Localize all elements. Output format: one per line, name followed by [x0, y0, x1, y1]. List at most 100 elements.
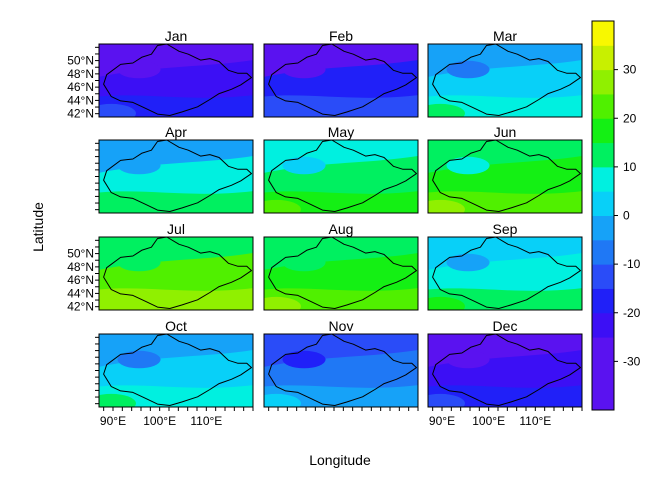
panel-jul: Jul [98, 221, 254, 311]
x-axis-label: Longitude [309, 452, 371, 468]
field-southwest-spot [99, 103, 136, 117]
colorbar-bin [592, 166, 614, 192]
panel-mar: Mar [427, 28, 583, 118]
field-south-band [99, 385, 253, 407]
panel-title: Apr [165, 124, 187, 140]
field-mountain-spot [282, 60, 326, 79]
field-south-band [99, 191, 253, 213]
colorbar-tick-label: -30 [623, 354, 641, 368]
colorbar-tick-label: 20 [623, 111, 637, 125]
field-southwest-spot [264, 199, 301, 213]
panel-title: Mar [493, 28, 517, 44]
field-southwest-spot [428, 199, 465, 213]
axes-layer: 42°N44°N46°N48°N50°N42°N44°N46°N48°N50°N… [67, 46, 583, 428]
field-mountain-spot [117, 60, 161, 79]
field-mountain-spot [446, 60, 490, 79]
panel-jun: Jun [427, 124, 583, 214]
country-border [432, 236, 581, 309]
panel-apr: Apr [98, 124, 254, 214]
field-mountain-spot [117, 350, 161, 369]
panel-title: Aug [329, 221, 354, 237]
colorbar-tick-label: 0 [623, 209, 630, 223]
field-southwest-spot [99, 296, 136, 310]
colorbar-bin [592, 21, 614, 46]
panel-title: Jan [165, 28, 188, 44]
field-south-band [264, 288, 418, 310]
colorbar-tick-label: 30 [623, 63, 637, 77]
field-southwest-spot [264, 103, 301, 117]
x-tick-label: 110°E [190, 414, 222, 428]
y-axis-label: Latitude [30, 202, 46, 252]
panel-title: Sep [493, 221, 518, 237]
panel-frame [427, 139, 583, 214]
panel-oct: Oct [98, 318, 254, 408]
panel-field [264, 237, 418, 310]
field-mountain-spot [282, 253, 326, 272]
colorbar-bin [592, 69, 614, 95]
field-southwest-spot [264, 296, 301, 310]
panel-feb: Feb [263, 28, 419, 118]
country-border [103, 236, 252, 309]
panel-frame [263, 236, 419, 311]
panel-field [428, 44, 582, 117]
x-tick-label: 110°E [519, 414, 551, 428]
colorbar-bin [592, 191, 614, 216]
x-tick-label: 90°E [100, 414, 126, 428]
panel-field [99, 334, 253, 407]
colorbar-bin [592, 93, 614, 119]
field-south-band [264, 191, 418, 213]
y-tick-label: 50°N [67, 247, 94, 261]
colorbar-bin [592, 45, 614, 71]
panel-aug: Aug [263, 221, 419, 311]
panel-field [99, 237, 253, 310]
field-southwest-spot [99, 199, 136, 213]
panel-title: Nov [329, 318, 354, 334]
country-border [432, 333, 581, 406]
field-south-band [428, 95, 582, 117]
colorbar-bin [592, 118, 614, 144]
colorbar-bin [592, 239, 614, 265]
field-south-band [99, 288, 253, 310]
colorbar-tick-label: -20 [623, 306, 641, 320]
y-tick-label: 50°N [67, 54, 94, 68]
y-tick-label: 48°N [67, 260, 94, 274]
field-mountain-spot [446, 350, 490, 369]
colorbar-bin [592, 264, 614, 289]
field-southwest-spot [99, 393, 136, 407]
panel-title: Feb [329, 28, 353, 44]
field-mountain-spot [446, 156, 490, 175]
x-tick-label: 100°E [472, 414, 505, 428]
panel-field [99, 44, 253, 117]
field-mountain-spot [282, 350, 326, 369]
country-border [432, 139, 581, 212]
field-mountain-spot [282, 156, 326, 175]
panel-title: Jun [494, 124, 517, 140]
panel-title: Dec [493, 318, 518, 334]
panels-layer: Jan Feb Mar Apr May Jun Jul Aug Sep Oct Nov Dec [98, 28, 583, 408]
panel-frame [427, 43, 583, 118]
field-southwest-spot [428, 393, 465, 407]
colorbar-bin [592, 312, 614, 338]
panel-field [264, 44, 418, 117]
x-tick-label: 100°E [143, 414, 176, 428]
panel-frame [427, 236, 583, 311]
field-south-band [428, 385, 582, 407]
colorbar-bin [592, 337, 614, 362]
y-tick-label: 44°N [67, 93, 94, 107]
panel-field [428, 334, 582, 407]
field-south-band [264, 95, 418, 117]
field-mountain-spot [117, 253, 161, 272]
field-south-band [264, 385, 418, 407]
country-border [103, 43, 252, 116]
y-tick-label: 46°N [67, 273, 94, 287]
panel-dec: Dec [427, 318, 583, 408]
x-tick-label: 90°E [429, 414, 455, 428]
field-southwest-spot [428, 103, 465, 117]
country-border [268, 43, 417, 116]
y-tick-label: 42°N [67, 107, 94, 121]
colorbar-tick-label: -10 [623, 257, 641, 271]
y-tick-label: 42°N [67, 300, 94, 314]
colorbar-bin [592, 288, 614, 314]
panel-nov: Nov [263, 318, 419, 408]
